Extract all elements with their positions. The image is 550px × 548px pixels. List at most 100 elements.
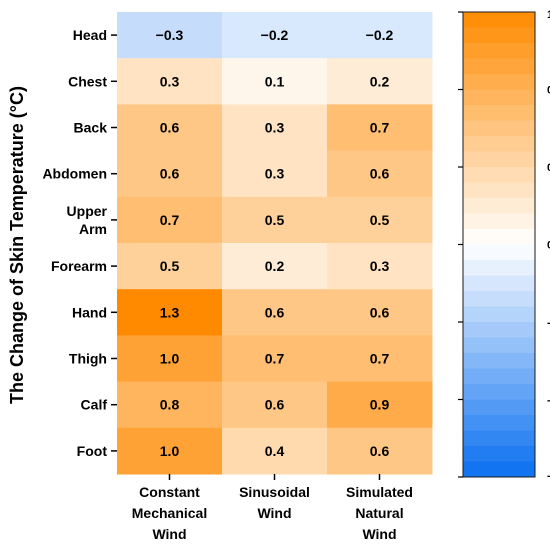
heatmap-cell [117,150,223,198]
colorbar-step [463,384,535,400]
row-label: Forearm [51,258,107,274]
heatmap-cell [222,243,328,290]
colorbar-step [463,244,535,261]
cell-value-label: 0.7 [370,351,390,367]
column-label: Sinusoidal Wind [239,484,310,521]
cell-value-label: 0.6 [265,304,285,320]
colorbar-tick-label: 0.42 [547,162,550,174]
heatmap-cell [222,381,328,429]
cell-value-label: 0.2 [370,73,390,89]
cell-value-label: 0.6 [160,120,180,136]
colorbar-step [463,105,535,121]
cell-value-label: 1.0 [160,351,180,367]
colorbar-step [463,399,535,416]
heatmap-cell [327,335,433,383]
cell-value-label: 0.6 [370,443,390,459]
colorbar: 1.26 0.84 0.42 0.00 -0.42 -0.84 -1.26 [458,9,550,482]
colorbar-step [463,353,535,369]
heatmap-cell [222,12,328,59]
heatmap-cell [117,58,223,105]
colorbar-step [463,27,535,44]
heatmap-cell [327,58,433,105]
row-label: Abdomen [42,166,107,182]
colorbar-step [463,291,535,307]
cell-value-label: 0.7 [160,212,180,228]
heatmap-cell [117,381,223,429]
row-label: Back [74,120,108,136]
heatmap-cell [222,289,328,336]
colorbar-tick-label: -0.84 [547,395,550,407]
heatmap-cell [117,243,223,290]
heatmap-cell [222,58,328,105]
colorbar-step [463,461,535,478]
row-label: Foot [77,443,108,459]
row-label: Chest [68,73,107,89]
colorbar-step [463,322,535,338]
colorbar-step [463,43,535,59]
heatmap-cell [327,381,433,429]
cell-value-label: 0.7 [370,120,390,136]
heatmap-cell [222,196,328,244]
cell-value-label: −0.2 [261,27,289,43]
cell-value-label: 0.3 [265,166,285,182]
colorbar-tick-label: 0.84 [547,85,550,97]
row-label: Head [73,27,107,43]
colorbar-step [463,275,535,292]
cell-value-label: 0.7 [265,351,285,367]
heatmap-cell [327,243,433,290]
colorbar-step [463,337,535,354]
cell-value-label: −0.2 [366,27,394,43]
heatmap-cell [222,335,328,383]
colorbar-tick-label: 1.26 [547,9,550,21]
cell-value-label: 0.5 [265,212,285,228]
row-label: Hand [72,304,107,320]
cell-value-label: 0.5 [370,212,390,228]
colorbar-step [463,151,535,168]
heatmap-cell [117,104,223,152]
cell-value-label: 1.0 [160,443,180,459]
colorbar-step [463,120,535,137]
colorbar-step [463,229,535,245]
colorbar-step [463,213,535,230]
heatmap-cell [117,427,223,475]
heatmap-cell [327,289,433,336]
heatmap-cell [117,196,223,244]
colorbar-step [463,430,535,447]
colorbar-tick-label: -1.26 [547,470,550,482]
colorbar-step [463,368,535,385]
colorbar-step [463,415,535,431]
row-label: Upper Arm [67,203,108,237]
colorbar-tick-label: 0.00 [547,240,550,252]
cell-value-label: 0.8 [160,397,180,413]
cell-value-label: 0.9 [370,397,390,413]
colorbar-step [463,58,535,75]
heatmap-cell [222,427,328,475]
row-label: Thigh [69,351,107,367]
heatmap-cell [117,12,223,59]
cell-value-label: 0.4 [265,443,285,459]
colorbar-step [463,89,535,106]
y-axis-label: The Change of Skin Temperature (°C) [7,86,27,404]
cell-value-label: 0.6 [370,166,390,182]
cell-value-label: 0.5 [160,258,180,274]
heatmap-cell [117,335,223,383]
cell-value-label: 0.1 [265,73,285,89]
colorbar-step [463,136,535,152]
column-label: Constant Mechanical Wind [132,484,207,542]
column-labels: Constant Mechanical Wind Sinusoidal Wind Simu… [132,474,413,542]
heatmap-cell [222,104,328,152]
cell-value-label: 1.3 [160,304,180,320]
colorbar-step [463,198,535,214]
colorbar-tick-label: -0.42 [547,317,550,329]
colorbar-step [463,74,535,90]
colorbar-step [463,167,535,183]
cell-value-label: 0.3 [265,120,285,136]
cell-value-label: 0.2 [265,258,285,274]
column-label: Simulated Natural Wind [346,484,413,542]
colorbar-step [463,260,535,276]
cell-value-label: 0.3 [370,258,390,274]
colorbar-step [463,182,535,199]
colorbar-step [463,446,535,462]
cell-value-label: 0.6 [160,166,180,182]
